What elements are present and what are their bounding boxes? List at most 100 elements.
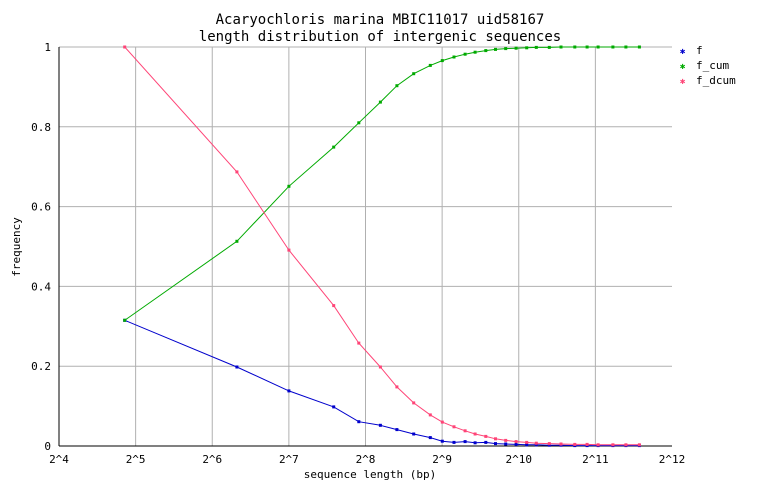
data-point-f-dcum [611, 443, 615, 447]
data-point-f-cum [637, 45, 641, 49]
y-tick-label: 0 [44, 440, 51, 453]
data-point-f-cum [559, 45, 563, 49]
data-point-f-dcum [585, 442, 589, 446]
data-point-f [235, 365, 239, 369]
x-tick-label: 2^8 [356, 453, 376, 466]
x-tick-label: 2^11 [582, 453, 609, 466]
y-tick-label: 1 [44, 41, 51, 54]
y-tick-label: 0.8 [31, 121, 51, 134]
data-point-f-cum [547, 45, 551, 49]
data-point-f-dcum [573, 442, 577, 446]
data-point-f-cum [504, 47, 508, 51]
data-point-f-cum [514, 46, 518, 50]
data-point-f-dcum [428, 413, 432, 417]
legend-item-f: ✱ f [680, 44, 703, 57]
data-point-f-cum [596, 45, 600, 49]
data-point-f-cum [428, 63, 432, 67]
data-point-f [287, 389, 291, 393]
data-point-f-dcum [547, 442, 551, 446]
axes: 2^4 2^5 2^6 2^7 2^8 2^9 2^10 2^11 2^12 0 0.2 0.4 0.6… [31, 41, 685, 466]
data-point-f-cum [412, 72, 416, 76]
data-point-f-dcum [395, 385, 399, 389]
grid [59, 46, 672, 446]
data-point-f [473, 441, 477, 445]
legend-marker-f: ✱ [680, 47, 686, 57]
data-point-f-cum [624, 45, 628, 49]
data-point-f [357, 420, 361, 424]
data-point-f-cum [525, 46, 529, 50]
data-point-f [504, 442, 508, 446]
data-point-f-dcum [123, 45, 127, 49]
x-tick-label: 2^9 [432, 453, 452, 466]
data-point-f [547, 443, 551, 447]
y-tick-label: 0.6 [31, 201, 51, 214]
data-point-f-cum [123, 318, 127, 322]
data-point-f-cum [452, 55, 456, 59]
legend-label-f-cum: f_cum [696, 59, 729, 72]
data-point-f-dcum [332, 304, 336, 308]
data-point-f-cum [573, 45, 577, 49]
data-point-f-dcum [637, 443, 641, 447]
x-tick-label: 2^6 [202, 453, 222, 466]
y-axis-label: frequency [10, 217, 23, 277]
legend-label-f: f [696, 44, 703, 57]
data-point-f-cum [287, 184, 291, 188]
data-point-f [412, 432, 416, 436]
data-point-f-cum [494, 47, 497, 51]
legend-marker-f-dcum: ✱ [680, 77, 686, 87]
series-f-cum [123, 45, 641, 322]
series-f-dcum [123, 45, 641, 447]
series-line-f [124, 319, 640, 447]
legend-marker-f-cum: ✱ [680, 62, 686, 72]
data-point-f-cum [585, 45, 589, 49]
data-point-f-cum [534, 45, 538, 49]
data-point-f [452, 440, 456, 444]
data-point-f-dcum [494, 437, 497, 441]
x-tick-label: 2^12 [659, 453, 686, 466]
data-point-f-dcum [412, 401, 416, 405]
x-tick-label: 2^10 [506, 453, 533, 466]
data-point-f [484, 440, 488, 444]
legend: ✱ f✱ f_cum✱ f_dcum [680, 44, 736, 87]
data-point-f [514, 442, 518, 446]
data-point-f-cum [611, 45, 615, 49]
series-layer [123, 45, 641, 448]
data-point-f-dcum [463, 429, 467, 433]
data-point-f-dcum [235, 170, 239, 174]
data-point-f-cum [378, 100, 382, 104]
legend-item-f-dcum: ✱ f_dcum [680, 74, 736, 87]
data-point-f [428, 436, 432, 440]
data-point-f-dcum [452, 425, 456, 429]
y-tick-label: 0.2 [31, 360, 51, 373]
series-line-f-cum [124, 46, 640, 321]
data-point-f-dcum [525, 440, 529, 444]
data-point-f-dcum [534, 441, 538, 445]
data-point-f-dcum [440, 420, 444, 424]
data-point-f-dcum [378, 365, 382, 369]
data-point-f-cum [332, 145, 336, 149]
data-point-f-dcum [559, 442, 563, 446]
data-point-f-dcum [514, 440, 518, 444]
data-point-f-dcum [484, 434, 488, 438]
data-point-f-cum [473, 50, 477, 54]
data-point-f-cum [357, 121, 361, 125]
data-point-f [378, 423, 382, 427]
data-point-f-cum [484, 49, 488, 53]
data-point-f-dcum [287, 248, 291, 252]
data-point-f-cum [463, 52, 467, 56]
x-tick-label: 2^7 [279, 453, 299, 466]
data-point-f-dcum [504, 438, 508, 442]
data-point-f [332, 405, 336, 409]
x-axis-label: sequence length (bp) [304, 468, 436, 481]
data-point-f [463, 440, 467, 444]
data-point-f-dcum [596, 443, 600, 447]
legend-item-f-cum: ✱ f_cum [680, 59, 729, 72]
data-point-f [494, 442, 497, 446]
data-point-f-dcum [473, 432, 477, 436]
data-point-f-cum [235, 239, 239, 243]
series-line-f-dcum [124, 46, 640, 446]
y-tick-label: 0.4 [31, 280, 51, 293]
data-point-f-dcum [624, 443, 628, 447]
data-point-f-dcum [357, 341, 361, 345]
